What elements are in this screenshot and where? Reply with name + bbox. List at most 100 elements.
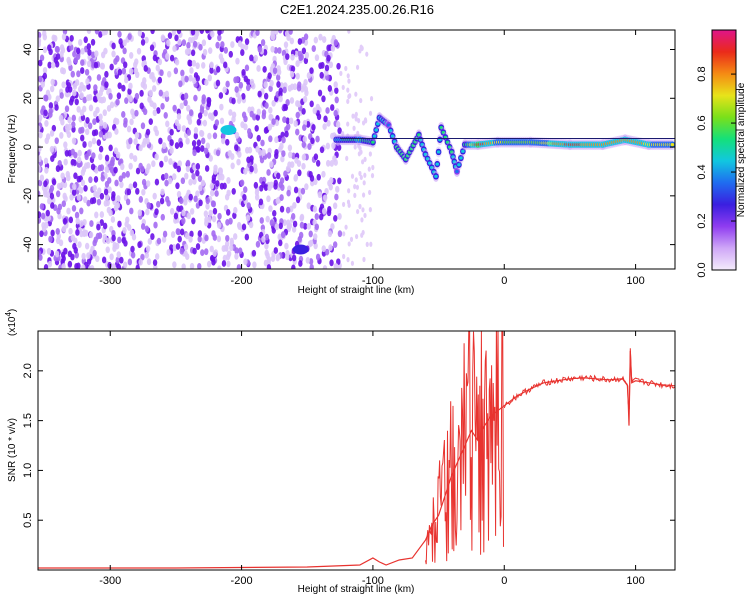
- spectrogram-noise-speckle: [327, 230, 333, 238]
- spectrogram-noise-speckle: [117, 236, 122, 244]
- spectrogram-noise-speckle: [112, 245, 117, 253]
- colorbar-tick-label: 0.2: [696, 213, 708, 228]
- spectrogram-noise-speckle: [297, 50, 303, 58]
- spectrogram-noise-speckle: [109, 253, 114, 261]
- spectrogram-noise-speckle: [145, 137, 150, 145]
- spectrogram-noise-speckle: [253, 54, 258, 62]
- spectrogram-noise-speckle: [295, 111, 300, 119]
- spectrogram-signal-core: [420, 143, 424, 147]
- spectrogram-noise-speckle: [354, 177, 358, 183]
- spectrogram-noise-speckle: [44, 120, 49, 127]
- spectrogram-noise-speckle: [358, 48, 362, 54]
- spectrogram-x-tick-label: 100: [626, 275, 644, 287]
- spectrogram-noise-speckle: [317, 89, 323, 97]
- spectrogram-noise-speckle: [106, 105, 112, 112]
- spectrogram-noise-speckle: [74, 98, 79, 106]
- spectrogram-noise-speckle: [321, 36, 327, 43]
- spectrogram-noise-speckle: [84, 68, 90, 76]
- spectrogram-noise-speckle: [211, 215, 217, 223]
- spectrogram-x-tick-label: -300: [99, 275, 121, 287]
- spectrogram-noise-speckle: [349, 236, 354, 242]
- spectrogram-noise-speckle: [126, 125, 132, 133]
- spectrogram-noise-speckle: [185, 165, 191, 173]
- spectrogram-noise-speckle: [38, 131, 43, 139]
- spectrogram-noise-speckle: [142, 83, 148, 90]
- spectrogram-noise-speckle: [152, 109, 158, 117]
- spectrogram-noise-speckle: [361, 159, 365, 165]
- spectrogram-noise-speckle: [353, 192, 357, 199]
- spectrogram-noise-speckle: [152, 192, 157, 200]
- spectrogram-noise-speckle: [234, 144, 239, 152]
- spectrogram-noise-speckle: [140, 223, 146, 230]
- spectrogram-noise-speckle: [101, 30, 107, 36]
- spectrogram-noise-speckle: [156, 200, 161, 208]
- spectrogram-noise-speckle: [213, 167, 218, 175]
- spectrogram-noise-speckle: [333, 214, 338, 222]
- spectrogram-noise-speckle: [215, 41, 220, 49]
- spectrogram-noise-speckle: [280, 184, 285, 191]
- spectrogram-noise-speckle: [73, 172, 78, 180]
- spectrogram-noise-speckle: [356, 208, 360, 215]
- spectrogram-noise-speckle: [178, 141, 184, 149]
- spectrogram-noise-speckle: [212, 132, 218, 140]
- spectrogram-noise-speckle: [222, 254, 228, 262]
- spectrogram-signal-core: [461, 149, 465, 153]
- spectrogram-noise-speckle: [189, 207, 195, 215]
- spectrogram-noise-speckle: [107, 177, 112, 184]
- spectrogram-noise-speckle: [207, 132, 212, 140]
- spectrogram-noise-speckle: [116, 251, 121, 259]
- spectrogram-noise-speckle: [77, 241, 82, 249]
- colorbar-tick-label: 0.8: [696, 66, 708, 81]
- spectrogram-noise-speckle: [268, 205, 273, 213]
- spectrogram-noise-speckle: [371, 164, 375, 171]
- spectrogram-noise-speckle: [299, 221, 305, 229]
- spectrogram-noise-speckle: [179, 197, 184, 205]
- spectrogram-noise-speckle: [237, 151, 242, 158]
- spectrogram-noise-speckle: [54, 45, 60, 53]
- spectrogram-noise-speckle: [64, 149, 70, 157]
- colorbar: 0.0 0.2 0.4 0.6 0.8 Normalized spectral ampl…: [696, 29, 747, 278]
- spectrogram-noise-speckle: [193, 132, 198, 140]
- spectrogram-noise-speckle: [231, 187, 236, 195]
- spectrogram-noise-speckle: [40, 212, 46, 220]
- spectrogram-noise-speckle: [359, 97, 363, 104]
- spectrogram-noise-speckle: [323, 194, 328, 202]
- svg-text:(x104): (x104): [4, 309, 18, 336]
- spectrogram-signal-core: [390, 134, 395, 138]
- spectrogram-noise-speckle: [87, 265, 93, 269]
- spectrogram-noise-speckle: [177, 235, 182, 243]
- spectrogram-noise-speckle: [225, 138, 230, 146]
- spectrogram-noise-speckle: [159, 69, 164, 77]
- spectrogram-noise-speckle: [257, 90, 262, 98]
- spectrogram-noise-speckle: [302, 124, 307, 132]
- spectrogram-noise-speckle: [82, 96, 87, 104]
- spectrogram-noise-speckle: [97, 164, 103, 172]
- spectrogram-noise-speckle: [227, 150, 232, 157]
- spectrogram-noise-speckle: [216, 65, 221, 73]
- spectrogram-signal-core: [392, 139, 397, 144]
- spectrogram-noise-speckle: [159, 160, 164, 168]
- spectrogram-y-ticks: -40 -20 0 20 40: [22, 43, 675, 253]
- spectrogram-noise-speckle: [246, 156, 251, 164]
- spectrogram-noise-speckle: [303, 57, 309, 65]
- spectrogram-noise-speckle: [210, 114, 215, 122]
- spectrogram-noise-speckle: [43, 263, 49, 269]
- spectrogram-noise-speckle: [269, 160, 274, 168]
- spectrogram-noise-speckle: [87, 140, 93, 148]
- spectrogram-signal-core: [427, 161, 432, 165]
- spectrogram-noise-speckle: [324, 187, 329, 195]
- spectrogram-noise-speckle: [199, 130, 205, 138]
- spectrogram-noise-speckle: [209, 67, 214, 74]
- spectrogram-noise-speckle: [45, 209, 50, 217]
- spectrogram-noise-speckle: [365, 51, 369, 57]
- spectrogram-x-tick-label: -200: [231, 275, 253, 287]
- spectrogram-noise-speckle: [303, 33, 309, 41]
- spectrogram-noise-speckle: [140, 122, 146, 130]
- spectrogram-noise-speckle: [285, 99, 290, 106]
- snr-y-tick-label: 2.0: [22, 363, 34, 378]
- spectrogram-noise-speckle: [163, 111, 168, 119]
- spectrogram-noise-speckle: [326, 120, 331, 127]
- spectrogram-noise-speckle: [80, 134, 85, 142]
- spectrogram-noise-speckle: [144, 225, 150, 233]
